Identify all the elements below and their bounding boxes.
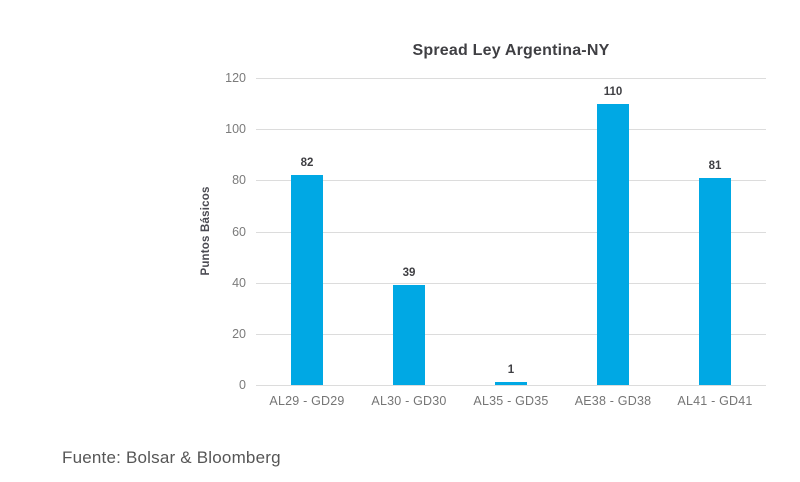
bar-value-label: 1 xyxy=(507,364,515,377)
x-category-label: AL35 - GD35 xyxy=(473,394,549,408)
x-category-label: AL41 - GD41 xyxy=(677,394,753,408)
bar xyxy=(699,177,731,385)
bar-value-label: 39 xyxy=(402,267,416,280)
gridline xyxy=(256,129,766,131)
y-axis-ticks: 0 20 40 60 80 100 120 xyxy=(198,71,246,392)
y-tick-label: 40 xyxy=(232,275,246,290)
x-category-label: AL30 - GD30 xyxy=(371,394,447,408)
gridline xyxy=(256,282,766,284)
bar-value-label: 81 xyxy=(708,159,722,172)
bar-value-label: 82 xyxy=(300,157,314,170)
gridline xyxy=(256,78,766,79)
bar-value-label: 110 xyxy=(603,85,623,98)
x-axis-labels: AL29 - GD29 AL30 - GD30 AL35 - GD35 AE38 - … xyxy=(256,394,766,412)
chart-title: Spread Ley Argentina-NY xyxy=(412,42,610,59)
bar xyxy=(495,382,527,385)
plot-area: 82 39 1 110 81 xyxy=(256,78,766,386)
gridline xyxy=(256,333,766,335)
bar xyxy=(291,175,323,385)
x-category-label: AE38 - GD38 xyxy=(574,394,652,408)
gridline xyxy=(256,385,766,386)
bar xyxy=(597,103,629,385)
bar xyxy=(393,285,425,385)
y-tick-label: 0 xyxy=(239,378,246,392)
y-tick-label: 20 xyxy=(232,326,246,341)
gridline xyxy=(256,231,766,233)
source-note: Fuente: Bolsar & Bloomberg xyxy=(62,448,281,467)
y-tick-label: 100 xyxy=(225,122,246,137)
y-tick-label: 80 xyxy=(232,173,246,188)
y-tick-label: 120 xyxy=(225,71,246,85)
x-category-label: AL29 - GD29 xyxy=(269,394,345,408)
y-tick-label: 60 xyxy=(232,224,246,239)
gridline xyxy=(256,180,766,182)
